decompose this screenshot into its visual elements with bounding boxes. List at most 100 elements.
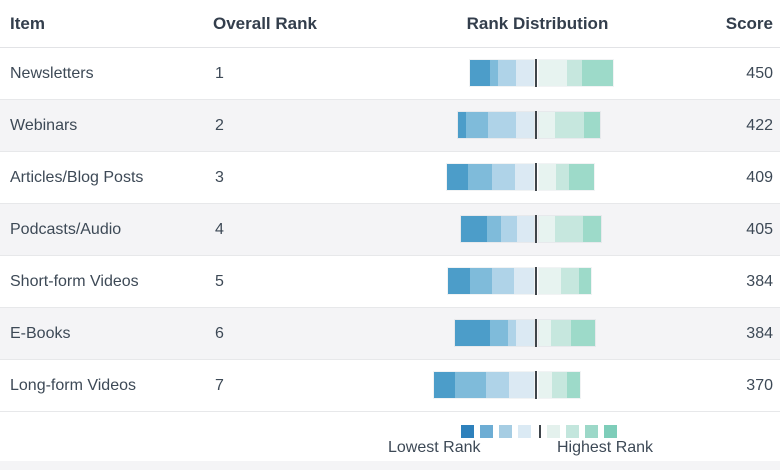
table-row: Articles/Blog Posts 3 409 xyxy=(0,152,780,204)
score-value: 370 xyxy=(746,377,773,394)
rank-distribution-bar xyxy=(0,267,780,295)
rank-value: 4 xyxy=(215,221,224,238)
bar-segment xyxy=(579,268,591,294)
column-header-item: Item xyxy=(10,14,45,33)
bar-low-ranks-segment-group xyxy=(447,164,534,190)
bar-segment xyxy=(517,216,534,242)
bar-segment xyxy=(455,320,490,346)
item-label: Podcasts/Audio xyxy=(10,221,122,238)
bar-high-ranks-segment-group xyxy=(539,372,580,398)
bar-segment xyxy=(488,112,516,138)
legend-color-square xyxy=(461,425,474,438)
bar-high-ranks-segment-group xyxy=(539,164,594,190)
bar-segment xyxy=(552,372,567,398)
median-tick xyxy=(535,267,537,295)
table-row: Webinars 2 422 xyxy=(0,100,780,152)
bar-segment xyxy=(561,268,579,294)
bar-segment xyxy=(486,372,509,398)
bar-segment xyxy=(539,320,551,346)
bar-segment xyxy=(539,268,561,294)
legend-color-square xyxy=(585,425,598,438)
rank-value: 6 xyxy=(215,325,224,342)
median-tick xyxy=(535,215,537,243)
bar-segment xyxy=(516,320,534,346)
item-label: Webinars xyxy=(10,117,78,134)
bar-segment xyxy=(492,268,514,294)
bar-segment xyxy=(448,268,470,294)
rank-value: 2 xyxy=(215,117,224,134)
bar-low-ranks-segment-group xyxy=(455,320,534,346)
rank-value: 3 xyxy=(215,169,224,186)
legend-color-square xyxy=(547,425,560,438)
bar-segment xyxy=(555,216,583,242)
bar-segment xyxy=(556,164,569,190)
legend-color-square xyxy=(499,425,512,438)
score-value: 384 xyxy=(746,273,773,290)
ranking-table: Item Overall Rank Rank Distribution Scor… xyxy=(0,0,780,412)
bar-low-ranks-segment-group xyxy=(448,268,534,294)
legend-lowest-rank-label: Lowest Rank xyxy=(388,439,481,456)
median-tick xyxy=(535,163,537,191)
rank-distribution-bar xyxy=(0,59,780,87)
rank-distribution-bar xyxy=(0,111,780,139)
bar-segment xyxy=(434,372,455,398)
table-header-row: Item Overall Rank Rank Distribution Scor… xyxy=(0,0,780,48)
bar-segment xyxy=(455,372,486,398)
bar-segment xyxy=(571,320,595,346)
legend-color-square xyxy=(566,425,579,438)
legend-color-square xyxy=(604,425,617,438)
bar-segment xyxy=(492,164,515,190)
bar-segment xyxy=(470,60,490,86)
bar-segment xyxy=(582,60,613,86)
legend-scale xyxy=(461,425,623,438)
bar-segment xyxy=(515,164,534,190)
column-header-rank-distribution: Rank Distribution xyxy=(466,14,609,33)
item-label: Newsletters xyxy=(10,65,94,82)
bar-high-ranks-segment-group xyxy=(539,216,601,242)
bar-high-ranks-segment-group xyxy=(539,320,595,346)
score-value: 405 xyxy=(746,221,773,238)
rank-value: 1 xyxy=(215,65,224,82)
bar-segment xyxy=(501,216,517,242)
table-row: E-Books 6 384 xyxy=(0,308,780,360)
bar-segment xyxy=(567,372,580,398)
bar-segment xyxy=(551,320,571,346)
bar-segment xyxy=(567,60,582,86)
item-label: Articles/Blog Posts xyxy=(10,169,144,186)
bar-segment xyxy=(470,268,492,294)
rank-distribution-bar xyxy=(0,371,780,399)
bar-low-ranks-segment-group xyxy=(458,112,534,138)
item-label: Short-form Videos xyxy=(10,273,139,290)
bar-high-ranks-segment-group xyxy=(539,60,613,86)
bar-segment xyxy=(490,60,498,86)
column-header-overall-rank: Overall Rank xyxy=(213,14,317,33)
bar-segment xyxy=(487,216,501,242)
legend-highest-rank-label: Highest Rank xyxy=(557,439,654,456)
rank-value: 5 xyxy=(215,273,224,290)
rank-distribution-bar xyxy=(0,319,780,347)
rank-distribution-bar xyxy=(0,163,780,191)
bar-segment xyxy=(516,112,534,138)
bar-segment xyxy=(539,60,567,86)
table-row: Long-form Videos 7 370 xyxy=(0,360,780,412)
bar-segment xyxy=(584,112,600,138)
bar-segment xyxy=(516,60,534,86)
bar-segment xyxy=(490,320,508,346)
legend-divider-tick xyxy=(539,425,541,438)
table-row: Short-form Videos 5 384 xyxy=(0,256,780,308)
column-header-score: Score xyxy=(725,14,773,33)
bar-segment xyxy=(498,60,516,86)
median-tick xyxy=(535,371,537,399)
bar-low-ranks-segment-group xyxy=(470,60,534,86)
bar-segment xyxy=(461,216,487,242)
bar-segment xyxy=(539,216,555,242)
bar-segment xyxy=(458,112,466,138)
bar-segment xyxy=(539,112,555,138)
bar-low-ranks-segment-group xyxy=(434,372,534,398)
table-row: Newsletters 1 450 xyxy=(0,48,780,100)
bar-segment xyxy=(555,112,584,138)
bar-low-ranks-segment-group xyxy=(461,216,534,242)
score-value: 409 xyxy=(746,169,773,186)
bar-segment xyxy=(509,372,534,398)
bar-segment xyxy=(583,216,601,242)
